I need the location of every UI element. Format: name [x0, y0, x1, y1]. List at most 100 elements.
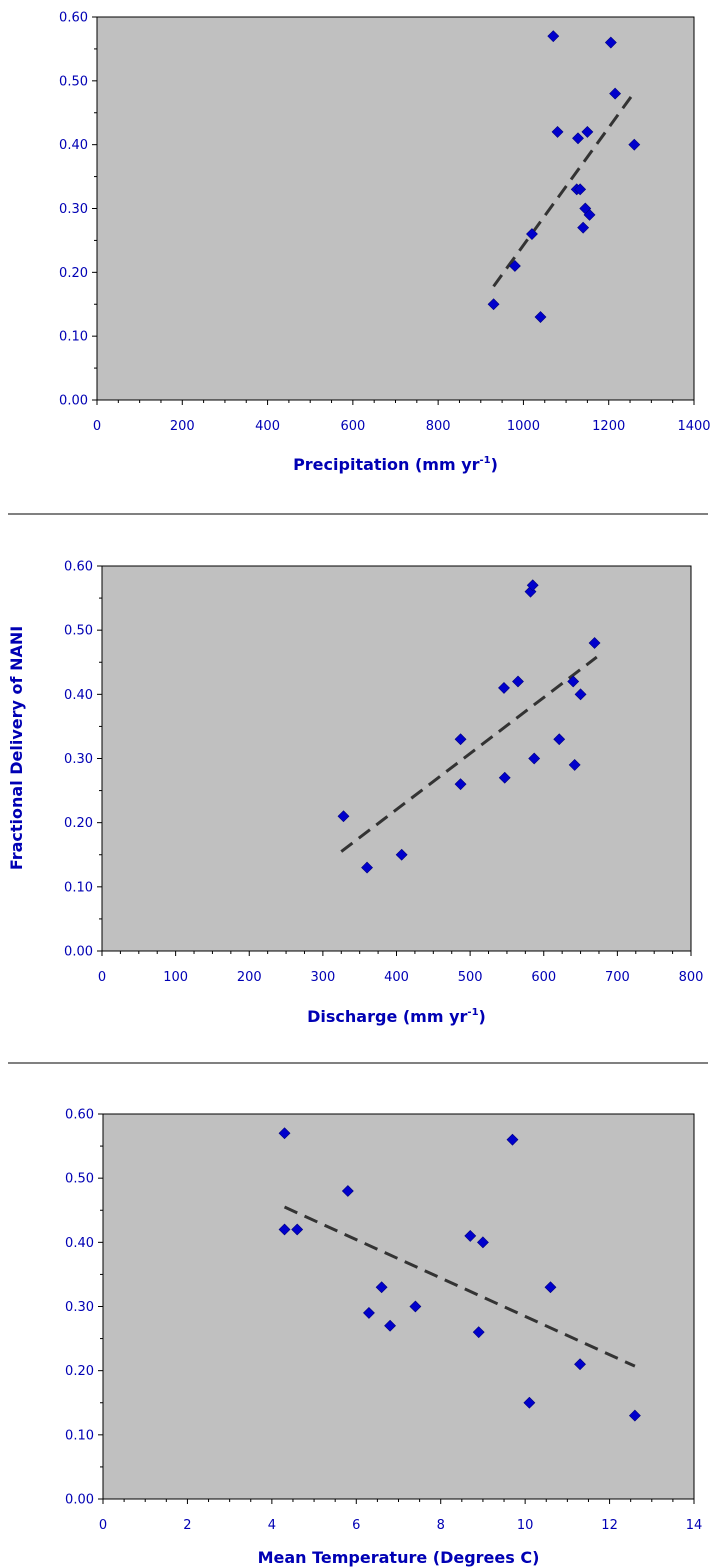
- trend-line: [492, 91, 636, 288]
- chart-temperature: 0.00 0.10 0.20 0.30 0.40 0.50 0.60 0 2 4 6 8 10 12 14 M…: [65, 1108, 702, 1568]
- data-point: [523, 1396, 536, 1409]
- y-tick-label: 0.30: [59, 202, 88, 217]
- y-tick-label: 0.00: [65, 1493, 94, 1508]
- data-point: [553, 733, 566, 746]
- chart-discharge: 0.00 0.10 0.20 0.30 0.40 0.50 0.60 0 100 200 300 40…: [64, 560, 703, 1027]
- x-tick-label: 1400: [677, 419, 710, 434]
- x-tick-label: 8: [437, 1518, 445, 1533]
- y-tick-label: 0.60: [65, 1108, 94, 1123]
- x-tick-label: 500: [458, 970, 483, 985]
- trend-line: [340, 655, 598, 853]
- y-tick-label: 0.20: [59, 266, 88, 281]
- data-point: [528, 752, 541, 765]
- y-tick-label: 0.10: [65, 1428, 94, 1443]
- x-tick-label: 14: [686, 1518, 703, 1533]
- x-axis-label-main: Precipitation (mm yr: [293, 455, 480, 474]
- data-point: [384, 1319, 396, 1332]
- y-tick-label: 0.50: [64, 624, 93, 639]
- y-tick-label: 0.30: [64, 752, 93, 767]
- data-point: [577, 221, 590, 234]
- data-point: [464, 1229, 477, 1242]
- x-tick-label: 100: [163, 970, 188, 985]
- x-axis-label-end: ): [491, 455, 498, 474]
- data-point: [291, 1223, 304, 1236]
- data-point: [477, 1236, 489, 1249]
- data-point: [498, 771, 511, 784]
- x-tick-label: 200: [237, 970, 262, 985]
- x-tick-label: 0: [98, 970, 106, 985]
- y-tick-label: 0.00: [64, 945, 93, 960]
- data-point: [526, 579, 539, 592]
- data-point: [628, 138, 641, 151]
- data-point: [567, 675, 580, 688]
- data-point: [544, 1281, 557, 1294]
- chart-precipitation: 0.00 0.10 0.20 0.30 0.40 0.50 0.60 0 200 400 600 80…: [59, 11, 711, 475]
- data-point: [551, 125, 564, 138]
- y-axis-label: Fractional Delivery of NANI: [7, 626, 26, 870]
- data-point: [512, 675, 524, 688]
- data-point: [498, 681, 510, 694]
- x-axis-label-superscript: -1: [480, 455, 491, 466]
- data-point: [454, 733, 467, 746]
- plot-area: [96, 16, 695, 401]
- data-point: [278, 1223, 291, 1236]
- x-tick-label: 600: [531, 970, 556, 985]
- y-tick-label: 0.60: [59, 11, 88, 26]
- data-point: [506, 1133, 519, 1146]
- x-tick-label: 4: [268, 1518, 276, 1533]
- data-point: [395, 848, 408, 861]
- x-axis-label: Mean Temperature (Degrees C): [258, 1548, 540, 1567]
- plot-area: [102, 1113, 695, 1500]
- x-tick-label: 800: [679, 970, 704, 985]
- data-point: [574, 1358, 586, 1371]
- data-point: [604, 36, 617, 49]
- y-tick-label: 0.10: [59, 330, 88, 345]
- data-point: [609, 87, 622, 100]
- x-tick-label: 400: [384, 970, 409, 985]
- x-tick-label: 700: [605, 970, 630, 985]
- x-axis-label-main: Mean Temperature (Degrees C): [258, 1548, 540, 1567]
- x-tick-label: 1200: [592, 419, 625, 434]
- x-axis-label: Discharge (mm yr-1): [307, 1007, 486, 1026]
- data-point: [588, 637, 601, 649]
- x-tick-label: 400: [255, 419, 280, 434]
- y-tick-label: 0.20: [64, 816, 93, 831]
- x-tick-label: 10: [517, 1518, 534, 1533]
- charts-container: 0.000.100.200.300.400.500.600 200 400 600 80…: [59, 11, 711, 1568]
- data-point: [547, 30, 560, 43]
- data-point: [572, 132, 584, 145]
- x-tick-label: 12: [601, 1518, 618, 1533]
- data-point: [583, 208, 596, 221]
- data-point: [361, 861, 373, 874]
- x-tick-label: 0: [99, 1518, 107, 1533]
- x-tick-label: 800: [426, 419, 451, 434]
- x-axis-label-main: Discharge (mm yr: [307, 1007, 467, 1026]
- x-tick-label: 200: [170, 419, 195, 434]
- plot-area: [101, 565, 692, 952]
- data-point: [337, 810, 350, 823]
- data-point: [363, 1306, 375, 1319]
- y-tick-label: 0.10: [64, 880, 93, 895]
- data-point: [534, 311, 547, 323]
- y-tick-label: 0.00: [59, 394, 88, 409]
- data-point: [581, 125, 594, 138]
- data-point: [628, 1409, 641, 1422]
- y-tick-label: 0.60: [64, 560, 93, 575]
- x-axis-label-end: ): [479, 1007, 486, 1026]
- x-tick-label: 1000: [507, 419, 540, 434]
- y-tick-label: 0.50: [59, 74, 88, 89]
- data-point: [278, 1127, 291, 1140]
- y-tick-label: 0.50: [65, 1172, 94, 1187]
- data-point: [487, 298, 500, 311]
- data-point: [341, 1185, 354, 1197]
- data-point: [574, 688, 587, 701]
- data-point: [574, 183, 587, 196]
- x-tick-label: 6: [352, 1518, 360, 1533]
- trend-line: [283, 1205, 636, 1368]
- data-point: [454, 778, 467, 791]
- data-point: [375, 1281, 388, 1294]
- x-tick-label: 600: [340, 419, 365, 434]
- y-tick-label: 0.40: [65, 1236, 94, 1251]
- x-axis-label: Precipitation (mm yr-1): [293, 455, 498, 474]
